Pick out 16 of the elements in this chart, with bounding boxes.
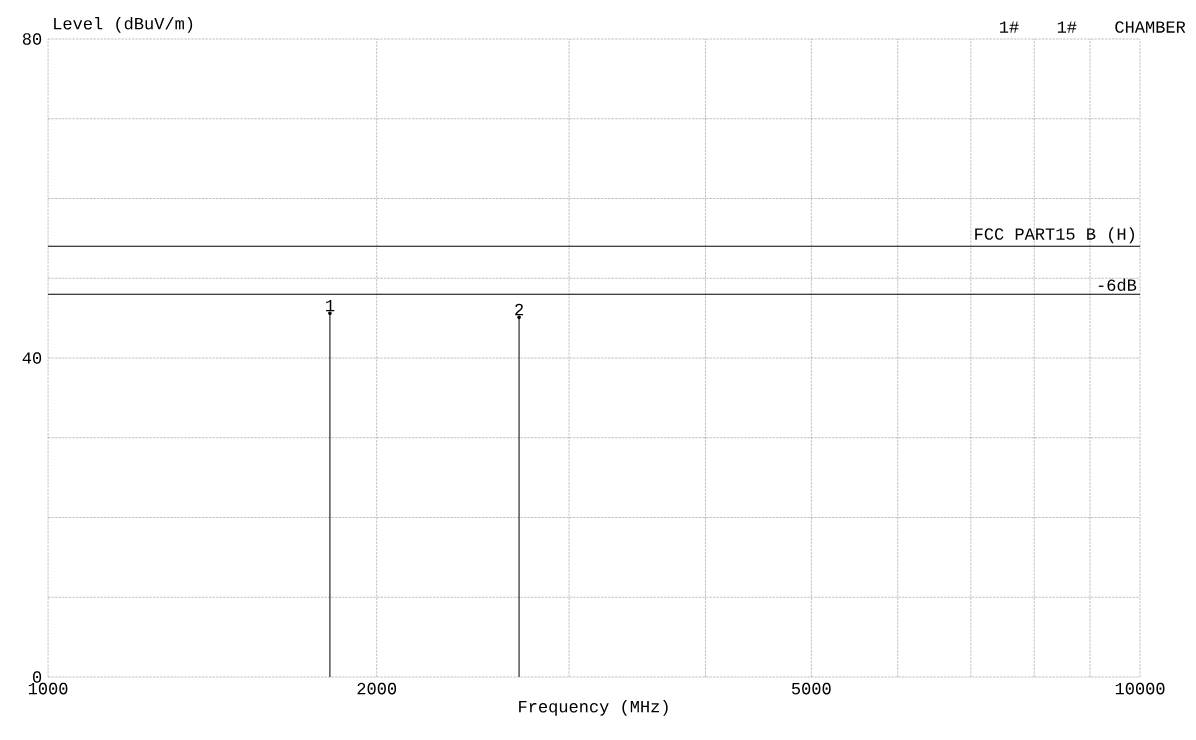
x-tick-label: 2000 [357,682,397,695]
x-tick-label: 10000 [1115,682,1165,695]
text: CHAMBER [1115,21,1186,33]
x-tick-label: 5000 [791,682,831,695]
y-axis-title: Level (dBuV/m) [54,16,193,33]
y-tick-label: 80 [22,33,42,45]
ref-line-label: FCC PART15 B (H) [975,227,1134,244]
y-tick-label: 40 [22,352,42,364]
x-axis-title: Frequency (MHz) [519,699,668,716]
annotation: 1 [326,299,335,312]
y-tick-label: 0 [33,671,42,683]
text: 1# [1000,21,1019,33]
x-tick-label: 1000 [28,682,68,695]
annotation: 2 [515,303,523,316]
ref-line-label: -6dB [1098,278,1137,292]
text: 1# [1057,21,1077,33]
